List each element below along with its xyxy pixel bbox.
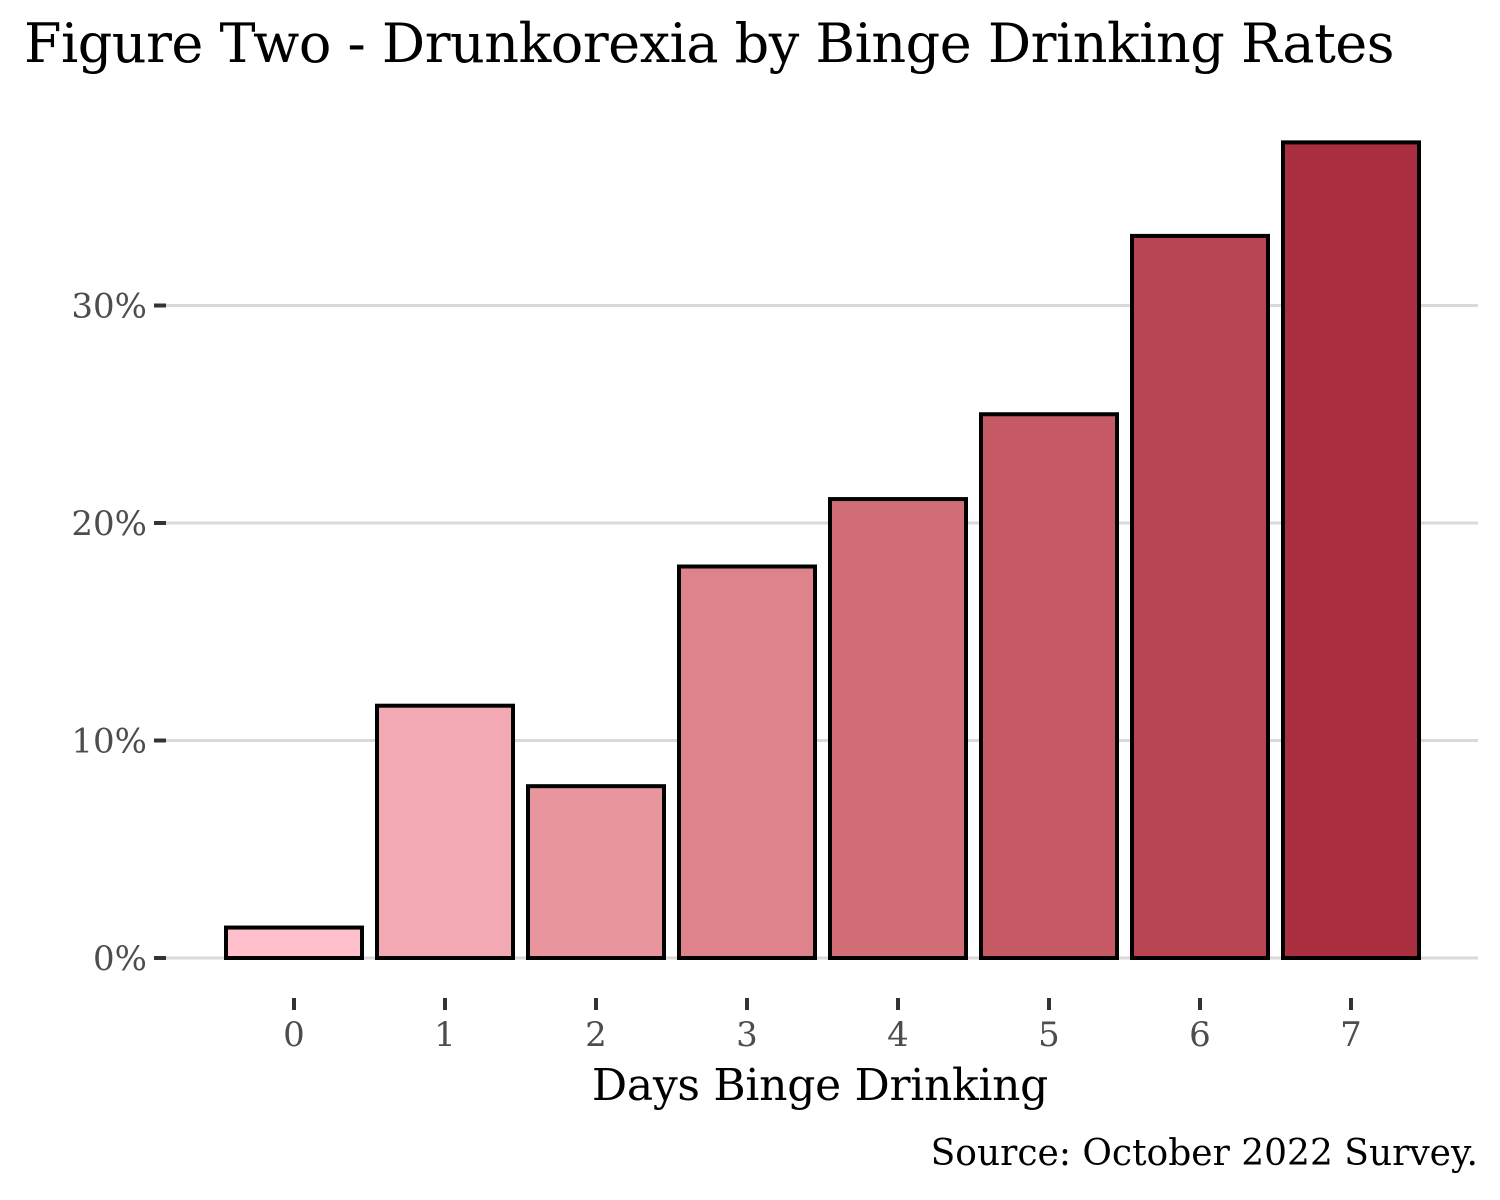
y-tick-label: 10% bbox=[71, 722, 147, 762]
y-tick-label: 20% bbox=[71, 504, 147, 544]
y-axis: 0% 10% 20% 30% bbox=[71, 287, 166, 979]
bar-0 bbox=[224, 925, 364, 960]
x-tick-label: 1 bbox=[434, 1015, 456, 1055]
x-tick-label: 2 bbox=[585, 1015, 607, 1055]
bar-1 bbox=[375, 703, 515, 961]
bar-3 bbox=[677, 564, 817, 960]
bar-4 bbox=[828, 497, 968, 960]
bar-7 bbox=[1281, 140, 1421, 960]
x-tick-label: 4 bbox=[887, 1015, 909, 1055]
x-axis-label: Days Binge Drinking bbox=[591, 1060, 1049, 1111]
x-tick-label: 5 bbox=[1038, 1015, 1060, 1055]
x-tick-label: 6 bbox=[1189, 1015, 1211, 1055]
x-axis: 0 1 2 3 4 5 6 7 bbox=[283, 998, 1362, 1055]
y-tick-label: 0% bbox=[93, 939, 147, 979]
bar-6 bbox=[1130, 233, 1270, 960]
x-tick-label: 7 bbox=[1340, 1015, 1362, 1055]
bars bbox=[224, 140, 1421, 961]
bar-2 bbox=[526, 784, 666, 960]
source-caption: Source: October 2022 Survey. bbox=[930, 1133, 1478, 1174]
chart-title: Figure Two - Drunkorexia by Binge Drinki… bbox=[24, 12, 1394, 75]
y-tick-label: 30% bbox=[71, 287, 147, 327]
x-tick-label: 0 bbox=[283, 1015, 305, 1055]
bar-5 bbox=[979, 412, 1119, 960]
x-tick-label: 3 bbox=[736, 1015, 758, 1055]
